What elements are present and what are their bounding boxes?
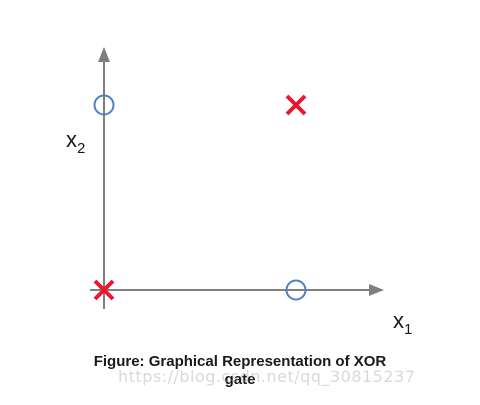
y-axis-label-subscript: 2 bbox=[77, 140, 85, 157]
y-axis-arrowhead bbox=[98, 47, 110, 62]
figure-caption-line-2: gate bbox=[224, 371, 256, 388]
x-axis-label-subscript: 1 bbox=[404, 321, 412, 338]
circle-point-2 bbox=[285, 279, 307, 301]
watermark-text: https://blog.csdn.net/qq_30815237 bbox=[118, 367, 416, 386]
cross-point-1 bbox=[93, 279, 115, 301]
data-marks bbox=[93, 94, 307, 301]
axes bbox=[90, 47, 384, 309]
figure-caption-line-1: Figure: Graphical Representation of XOR bbox=[93, 353, 387, 370]
circle-point-1 bbox=[93, 94, 115, 116]
y-axis-label: x2 bbox=[66, 127, 85, 157]
x-axis-arrowhead bbox=[369, 284, 384, 296]
cross-point-2 bbox=[285, 94, 307, 116]
x-axis-label: x1 bbox=[393, 308, 412, 338]
x-axis-label-base: x bbox=[393, 308, 404, 333]
y-axis-label-base: x bbox=[66, 127, 77, 152]
